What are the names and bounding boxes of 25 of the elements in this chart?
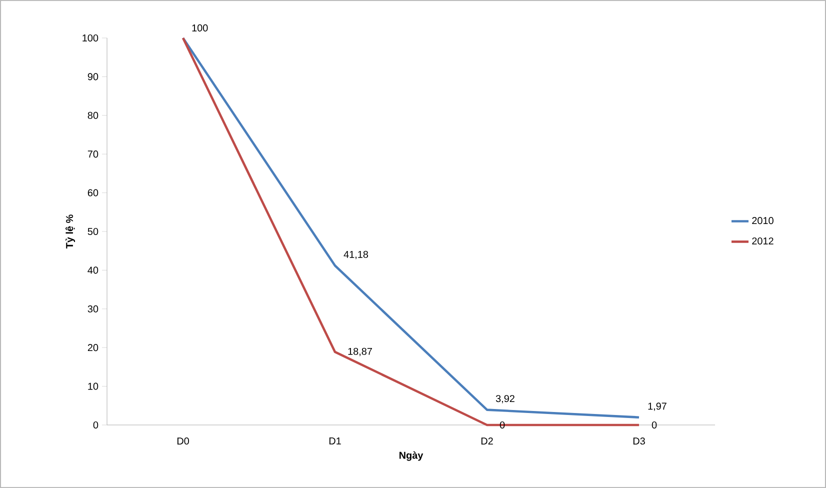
data-label: 41,18 bbox=[344, 250, 368, 260]
y-tick-label: 40 bbox=[88, 266, 98, 274]
y-tick-label: 80 bbox=[88, 112, 98, 119]
y-tick-label: 20 bbox=[88, 344, 98, 352]
y-tick-label: 70 bbox=[88, 150, 98, 158]
y-tick-label: 90 bbox=[88, 73, 98, 80]
data-label: 0 bbox=[652, 421, 657, 429]
data-label: 100 bbox=[192, 24, 208, 32]
y-tick-label: 0 bbox=[93, 421, 98, 429]
data-label: 3,92 bbox=[496, 395, 514, 404]
x-tick-label: D1 bbox=[329, 438, 341, 444]
y-tick-label: 10 bbox=[88, 382, 98, 390]
y-tick-label: 60 bbox=[88, 189, 98, 196]
data-label: 1,97 bbox=[648, 402, 666, 411]
x-tick-label: D3 bbox=[633, 438, 645, 445]
x-tick-label: D0 bbox=[177, 438, 189, 445]
legend-label: 2010 bbox=[752, 217, 774, 224]
y-axis-title: Tỷ lệ % bbox=[66, 214, 76, 249]
y-tick-label: 100 bbox=[82, 34, 98, 42]
legend-label: 2012 bbox=[752, 237, 774, 245]
x-tick-label: D2 bbox=[481, 438, 493, 444]
data-label: 18,87 bbox=[348, 348, 372, 356]
y-tick-label: 50 bbox=[88, 228, 98, 236]
x-axis-title: Ngày bbox=[400, 451, 424, 461]
y-tick-label: 30 bbox=[88, 305, 98, 312]
